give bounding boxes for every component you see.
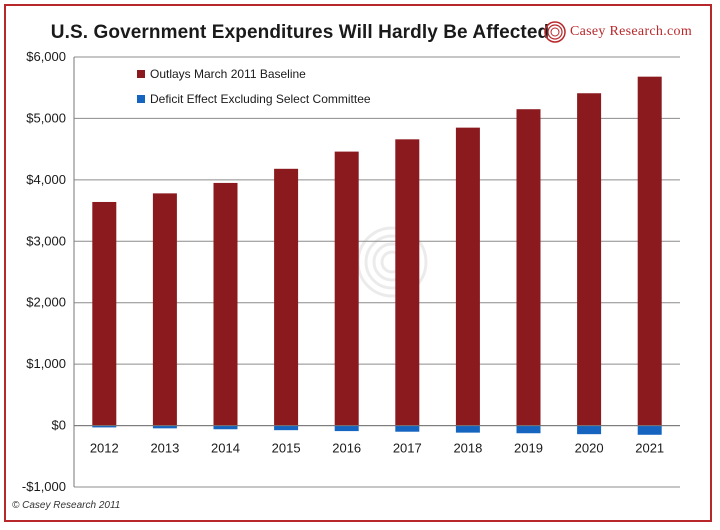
outlays-bar (213, 182, 238, 426)
y-tick-label: $2,000 (26, 295, 66, 310)
logo-text: Casey Research.com (570, 24, 693, 39)
outlays-bar (637, 76, 662, 426)
outlays-bar (334, 151, 359, 426)
x-tick-label: 2015 (272, 441, 301, 456)
outlays-bar (395, 139, 420, 426)
deficit-bar (577, 425, 602, 435)
deficit-bar (334, 425, 359, 432)
x-tick-label: 2021 (635, 441, 664, 456)
x-tick-label: 2020 (575, 441, 604, 456)
legend-label-0: Outlays March 2011 Baseline (150, 67, 306, 81)
deficit-bar (92, 425, 117, 428)
y-tick-label: $0 (52, 418, 66, 433)
outlays-bar (516, 109, 541, 426)
deficit-bar (455, 425, 480, 433)
deficit-bar (395, 425, 420, 432)
x-tick-label: 2016 (332, 441, 361, 456)
deficit-bar (152, 425, 177, 429)
x-tick-label: 2019 (514, 441, 543, 456)
y-tick-label: $3,000 (26, 233, 66, 248)
deficit-bar (637, 425, 662, 435)
y-tick-label: -$1,000 (22, 479, 66, 494)
x-tick-label: 2014 (211, 441, 240, 456)
legend-label-1: Deficit Effect Excluding Select Committe… (150, 92, 371, 106)
x-tick-label: 2017 (393, 441, 422, 456)
y-tick-label: $6,000 (26, 49, 66, 64)
y-tick-label: $4,000 (26, 172, 66, 187)
y-tick-label: $1,000 (26, 356, 66, 371)
outlays-bar (455, 127, 480, 426)
deficit-bar (213, 425, 238, 430)
outlays-bar (274, 168, 299, 426)
deficit-bar (274, 425, 299, 431)
chart-title: U.S. Government Expenditures Will Hardly… (50, 22, 550, 43)
legend-swatch-1 (137, 95, 145, 103)
y-tick-label: $5,000 (26, 110, 66, 125)
x-tick-label: 2013 (150, 441, 179, 456)
legend-swatch-0 (137, 70, 145, 78)
outlays-bar (152, 193, 177, 426)
x-tick-label: 2012 (90, 441, 119, 456)
copyright-notice: © Casey Research 2011 (12, 500, 121, 511)
outlays-bar (577, 93, 602, 426)
x-tick-label: 2018 (453, 441, 482, 456)
outlays-bar (92, 201, 117, 426)
casey-logo-icon (544, 21, 566, 43)
deficit-bar (516, 425, 541, 434)
casey-research-logo: Casey Research.com (544, 20, 692, 44)
